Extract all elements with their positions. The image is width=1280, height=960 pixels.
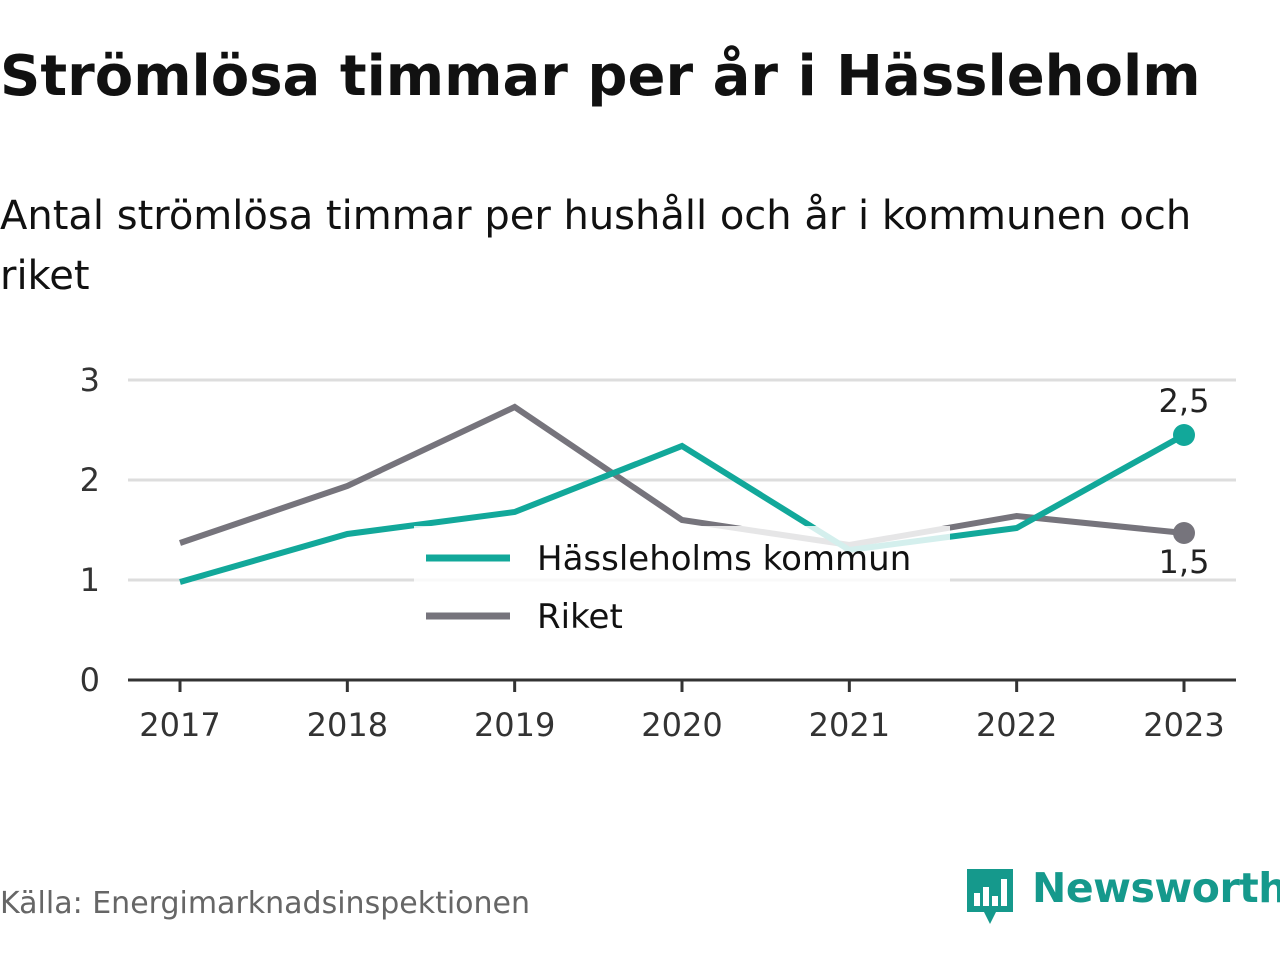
y-axis-ticks: 0 1 2 3: [80, 361, 100, 699]
y-tick-label: 3: [80, 361, 100, 399]
x-tick-label: 2018: [307, 706, 388, 744]
x-tick-label: 2017: [139, 706, 220, 744]
end-point-kommun: [1173, 424, 1195, 446]
legend-background: [414, 526, 950, 642]
y-tick-label: 2: [80, 461, 100, 499]
series-line-riket: [179, 403, 1185, 549]
legend-label: Riket: [537, 597, 623, 637]
x-tick-label: 2022: [976, 706, 1057, 744]
chart-title: Strömlösa timmar per år i Hässleholm: [0, 44, 1201, 109]
end-point-riket: [1173, 522, 1195, 544]
end-labels: 2,5 1,5: [1159, 382, 1210, 581]
source-note: Källa: Energimarknadsinspektionen: [0, 886, 531, 921]
series-line-kommun: [179, 432, 1186, 585]
line-chart: 0 1 2 3 2017 2018 2019 2020 2021 2022 2023 Hässle…: [80, 361, 1236, 744]
legend: Hässleholms kommun Riket: [414, 526, 950, 642]
series-lines: [179, 403, 1195, 585]
end-label-kommun: 2,5: [1159, 382, 1210, 420]
legend-label: Hässleholms kommun: [537, 539, 911, 579]
x-tick-label: 2021: [809, 706, 890, 744]
y-tick-label: 1: [80, 561, 100, 599]
x-tick-label: 2020: [641, 706, 722, 744]
newsworthy-logo: Newsworthy: [964, 862, 1280, 926]
y-tick-label: 0: [80, 661, 100, 699]
bar-chart-icon: [967, 869, 1013, 924]
end-label-riket: 1,5: [1159, 543, 1210, 581]
x-axis: 2017 2018 2019 2020 2021 2022 2023: [128, 678, 1236, 744]
chart-subtitle: Antal strömlösa timmar per hushåll och å…: [0, 193, 1192, 299]
x-tick-label: 2019: [474, 706, 555, 744]
brand-name: Newsworthy: [1032, 864, 1280, 912]
x-tick-label: 2023: [1143, 706, 1224, 744]
